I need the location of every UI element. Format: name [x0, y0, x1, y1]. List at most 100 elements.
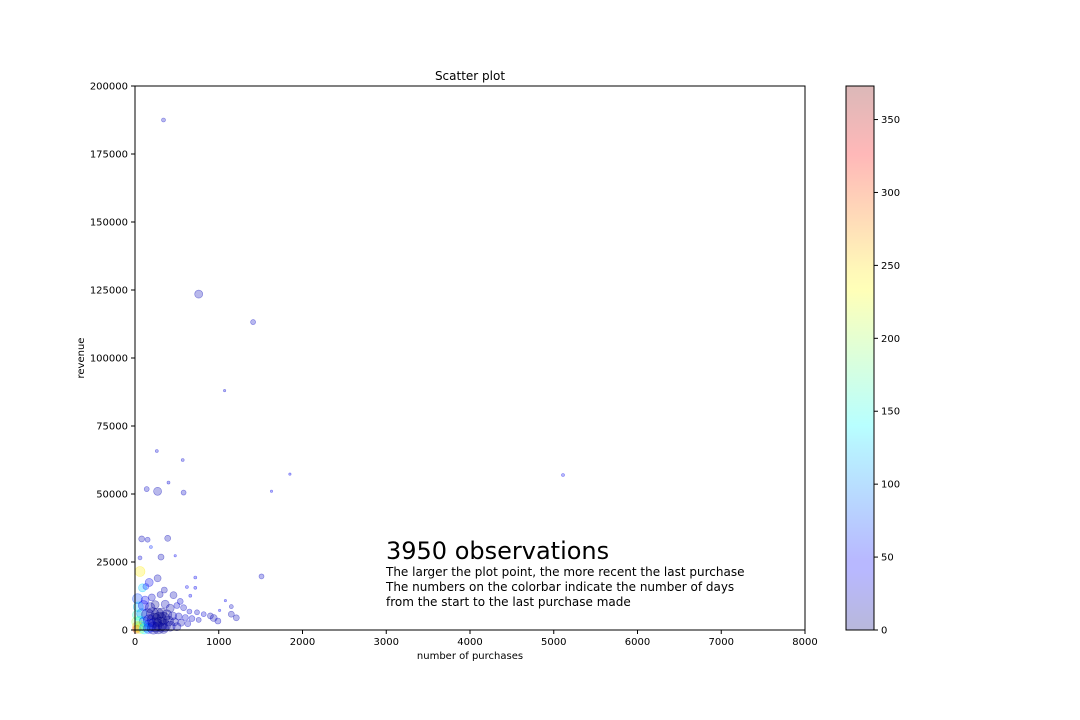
scatter-point	[218, 608, 222, 612]
scatter-point	[152, 612, 167, 627]
scatter-point	[193, 575, 198, 580]
scatter-point	[193, 585, 198, 590]
y-tick-label: 200000	[90, 82, 128, 93]
scatter-point	[166, 480, 171, 485]
scatter-point	[176, 598, 184, 605]
x-tick-label: 1000	[206, 637, 231, 648]
scatter-point	[149, 545, 153, 549]
y-tick-label: 0	[122, 626, 128, 637]
scatter-point	[177, 618, 185, 627]
x-tick-label: 8000	[792, 637, 817, 648]
scatter-point	[142, 614, 156, 628]
y-tick-label: 150000	[90, 218, 128, 229]
scatter-point	[147, 621, 160, 635]
scatter-point	[153, 574, 162, 583]
annotation-headline: 3950 observations	[386, 537, 609, 565]
scatter-point	[155, 449, 159, 453]
scatter-point	[174, 612, 183, 621]
y-axis-label: revenue	[76, 338, 87, 379]
scatter-point	[158, 619, 171, 632]
scatter-point	[140, 595, 150, 605]
scatter-point	[173, 554, 177, 558]
scatter-point	[160, 599, 170, 609]
scatter-point	[168, 611, 177, 621]
scatter-point	[161, 117, 166, 123]
scatter-point	[188, 615, 196, 622]
scatter-point	[184, 620, 192, 628]
scatter-point	[138, 600, 149, 611]
scatter-point	[158, 623, 169, 634]
scatter-point	[156, 607, 168, 619]
chart-title: Scatter plot	[435, 69, 505, 83]
scatter-point	[182, 614, 189, 621]
colorbar-tick-label: 50	[881, 553, 894, 564]
colorbar-gradient	[846, 86, 874, 630]
scatter-point	[195, 617, 202, 623]
scatter-point	[133, 601, 144, 613]
scatter-point	[170, 617, 179, 627]
scatter-point	[144, 578, 154, 587]
scatter-point	[185, 585, 189, 589]
scatter-point	[214, 617, 222, 625]
scatter-point	[207, 612, 214, 620]
scatter-point	[136, 608, 147, 620]
colorbar-frame	[845, 85, 875, 631]
scatter-point	[194, 609, 200, 616]
x-tick-label: 5000	[541, 637, 566, 648]
annotation-line-1: The larger the plot point, the more rece…	[385, 565, 744, 579]
scatter-point	[164, 534, 171, 542]
scatter-point	[200, 611, 207, 618]
scatter-point	[131, 616, 142, 628]
scatter-point	[180, 489, 187, 496]
x-tick-label: 7000	[709, 637, 734, 648]
scatter-point	[180, 604, 187, 612]
scatter-point	[141, 608, 154, 622]
annotation-line-2: The numbers on the colorbar indicate the…	[385, 580, 734, 594]
x-tick-label: 2000	[290, 637, 315, 648]
scatter-point	[269, 489, 273, 493]
colorbar-ticks: 0 50 100 150 200 250 300 350	[874, 115, 900, 637]
scatter-point	[172, 622, 182, 632]
x-tick-label: 4000	[457, 637, 482, 648]
scatter-point	[147, 617, 163, 633]
scatter-point	[142, 583, 150, 590]
scatter-point	[173, 602, 181, 609]
annotation-line-3: from the start to the last purchase made	[386, 595, 631, 609]
scatter-point	[209, 614, 218, 622]
y-tick-label: 50000	[96, 490, 128, 501]
scatter-point	[233, 614, 240, 622]
colorbar-tick-label: 100	[881, 480, 900, 491]
scatter-point	[137, 555, 143, 561]
x-axis-label: number of purchases	[417, 651, 523, 662]
scatter-point	[228, 610, 235, 618]
scatter-point	[138, 535, 145, 543]
scatter-point	[229, 604, 234, 609]
colorbar-tick-label: 300	[881, 188, 900, 199]
colorbar-tick-label: 350	[881, 115, 900, 126]
scatter-point	[144, 536, 151, 543]
scatter-point	[151, 607, 164, 621]
scatter-point	[194, 289, 203, 299]
scatter-point	[153, 486, 162, 496]
scatter-point	[164, 620, 176, 632]
y-tick-label: 175000	[90, 150, 128, 161]
plot-area	[131, 85, 806, 635]
x-tick-label: 3000	[374, 637, 399, 648]
y-tick-label: 100000	[90, 354, 128, 365]
scatter-point	[163, 615, 174, 627]
scatter-point	[146, 607, 159, 621]
scatter-point	[152, 621, 165, 635]
colorbar: 0 50 100 150 200 250 300 350	[845, 85, 900, 637]
annotation: 3950 observations The larger the plot po…	[385, 537, 744, 609]
scatter-point	[561, 473, 565, 477]
scatter-point	[135, 620, 147, 632]
x-axis: 0 1000 2000 3000 4000 5000 6000 7000 8000	[132, 630, 818, 648]
scatter-point	[156, 591, 164, 598]
scatter-point	[250, 319, 256, 325]
scatter-point	[144, 602, 156, 614]
scatter-point	[288, 472, 292, 476]
scatter-point	[180, 458, 185, 462]
y-tick-label: 25000	[96, 558, 128, 569]
scatter-point	[134, 566, 146, 577]
scatter-point	[169, 591, 178, 600]
